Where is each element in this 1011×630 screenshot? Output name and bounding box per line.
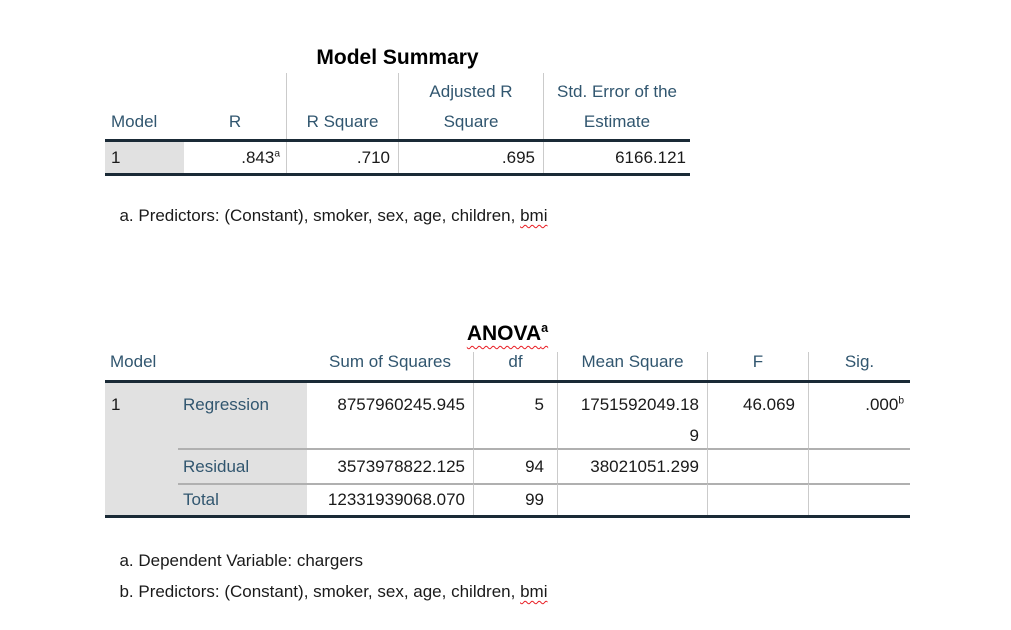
anova-header-row: Model Sum of Squares df Mean Square F Si… (105, 352, 910, 383)
model-summary-header-row: Model R R Square Adjusted R Square Std. … (105, 73, 690, 142)
header-cell-sig: Sig. (808, 352, 910, 380)
anova-title: ANOVAa (105, 322, 910, 346)
cell-row-label: Residual (178, 448, 307, 483)
anova-body: 1 Regression 8757960245.945 5 1751592049… (105, 383, 910, 518)
cell-df: 99 (473, 483, 557, 515)
cell-adjusted-r-square-value: .695 (398, 142, 543, 173)
header-cell-model: Model (110, 352, 157, 371)
header-cell-f: F (707, 352, 808, 380)
header-cell-std-error: Std. Error of the Estimate (543, 73, 690, 139)
model-summary-data-row: 1 .843a .710 .695 6166.121 (105, 142, 690, 176)
header-cell-adjusted-r-square: Adjusted R Square (398, 73, 543, 139)
misspelled-word-bmi: bmi (520, 206, 548, 225)
header-cell-model: Model (111, 112, 158, 131)
cell-mean-square: 1751592049.18 9 (557, 383, 707, 448)
table-row-regression: 1 Regression 8757960245.945 5 1751592049… (105, 383, 910, 448)
cell-sig-value: .000b (808, 383, 910, 448)
header-cell-mean-square: Mean Square (557, 352, 707, 380)
cell-model-number-empty (105, 483, 178, 515)
cell-row-label: Total (178, 483, 307, 515)
cell-model-number: 1 (105, 142, 184, 173)
cell-df: 5 (473, 383, 557, 448)
cell-f-empty (707, 483, 808, 515)
anova-footnote-b: b. Predictors: (Constant), smoker, sex, … (119, 582, 548, 601)
table-row-total: Total 12331939068.070 99 (105, 483, 910, 515)
header-cell-r-square: R Square (286, 73, 398, 139)
cell-std-error-value: 6166.121 (543, 142, 690, 173)
cell-mean-square-empty (557, 483, 707, 515)
footnote-marker-b: b (898, 395, 904, 407)
model-summary-footnote-a: a. Predictors: (Constant), smoker, sex, … (119, 206, 548, 225)
cell-mean-square: 38021051.299 (557, 448, 707, 483)
header-cell-df: df (473, 352, 557, 380)
anova-table: Model Sum of Squares df Mean Square F Si… (105, 352, 910, 518)
misspelled-word-bmi: bmi (520, 582, 548, 601)
model-summary-title: Model Summary (105, 46, 690, 70)
anova-title-text: ANOVAa (466, 321, 549, 345)
cell-sum-of-squares: 12331939068.070 (307, 483, 473, 515)
model-summary-table: Model R R Square Adjusted R Square Std. … (105, 73, 690, 176)
footnote-marker-a: a (541, 321, 549, 335)
cell-row-label: Regression (178, 383, 307, 448)
table-row-residual: Residual 3573978822.125 94 38021051.299 (105, 448, 910, 483)
cell-f-empty (707, 448, 808, 483)
anova-footnote-a: a. Dependent Variable: chargers (119, 551, 363, 570)
footnote-marker-a: a (274, 147, 280, 159)
cell-sig-empty (808, 448, 910, 483)
cell-r-square-value: .710 (286, 142, 398, 173)
cell-sum-of-squares: 3573978822.125 (307, 448, 473, 483)
model-summary-title-text: Model Summary (316, 46, 479, 69)
cell-sig-empty (808, 483, 910, 515)
cell-f-value: 46.069 (707, 383, 808, 448)
header-cell-sum-of-squares: Sum of Squares (329, 352, 451, 371)
cell-model-number-empty (105, 448, 178, 483)
cell-sum-of-squares: 8757960245.945 (337, 395, 465, 414)
header-cell-r: R (228, 112, 242, 131)
cell-r-value: .843a (241, 147, 280, 167)
cell-df: 94 (473, 448, 557, 483)
cell-model-number: 1 (105, 383, 178, 448)
